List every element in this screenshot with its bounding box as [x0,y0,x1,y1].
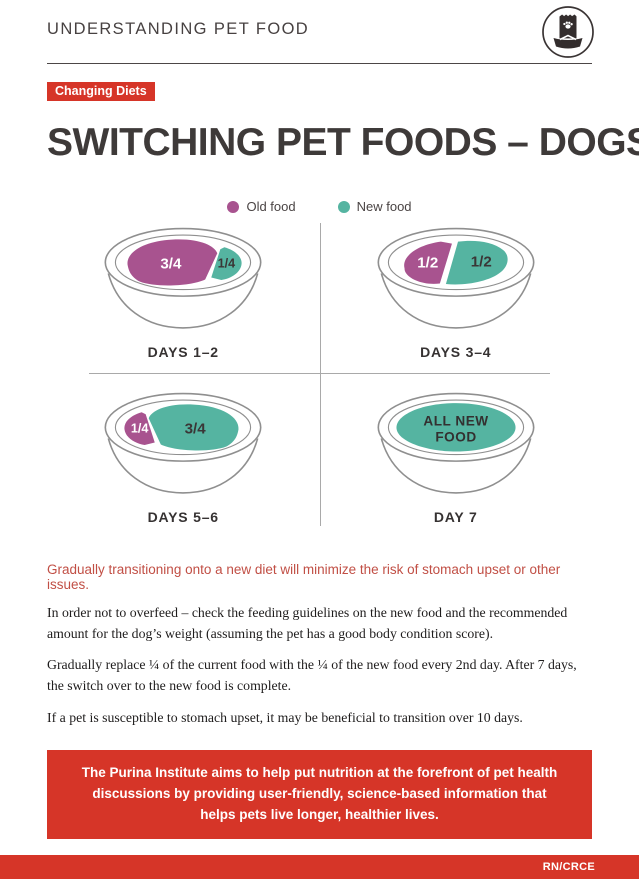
bowl-days-5-6: 1/4 3/4 DAYS 5–6 [47,377,320,534]
new-fraction-label: 3/4 [185,420,207,437]
all-new-food-label-line2: FOOD [435,429,476,444]
body-text: In order not to overfeed – check the fee… [47,603,592,728]
paragraph-stomach-upset: If a pet is susceptible to stomach upset… [47,709,523,725]
paragraph-overfeed: In order not to overfeed – check the fee… [47,605,568,641]
legend-label-old: Old food [246,199,296,214]
day-label: DAYS 3–4 [420,344,492,360]
old-food-dot-icon [227,200,240,213]
bowl-days-3-4: 1/2 1/2 DAYS 3–4 [320,220,593,377]
legend-item-old-food: Old food [227,199,296,214]
topic-badge: Changing Diets [47,82,155,101]
emphasis-sentence: Gradually transitioning onto a new diet … [47,562,561,592]
masthead: UNDERSTANDING PET FOOD [47,0,595,64]
pet-food-bag-bowl-icon [541,5,595,64]
all-new-food-label-line1: ALL NEW [423,413,488,428]
legend-item-new-food: New food [337,199,412,214]
bowl-day-7: ALL NEW FOOD DAY 7 [320,377,593,534]
new-food-dot-icon [337,200,350,213]
bowl-illustration-days-3-4: 1/2 1/2 [377,227,535,329]
purina-institute-callout: The Purina Institute aims to help put nu… [47,750,592,840]
legend: Old food New food [47,199,592,214]
footer-code: RN/CRCE [542,861,595,873]
old-fraction-label: 1/4 [131,421,149,435]
old-fraction-label: 3/4 [161,255,183,272]
diagram-vertical-divider [319,223,321,526]
bowl-illustration-days-1-2: 3/4 1/4 [104,227,262,329]
document-series-title: UNDERSTANDING PET FOOD [47,20,310,38]
day-label: DAY 7 [433,509,478,525]
new-fraction-label: 1/4 [218,256,236,270]
legend-label-new: New food [356,199,412,214]
bowl-illustration-days-5-6: 1/4 3/4 [104,392,262,494]
bowl-days-1-2: 3/4 1/4 DAYS 1–2 [47,220,320,377]
day-label: DAYS 1–2 [147,344,219,360]
paragraph-replace-quarter: Gradually replace ¼ of the current food … [47,657,577,694]
day-label: DAYS 5–6 [147,509,219,525]
transition-diagram: 3/4 1/4 DAYS 1–2 1/2 1/2 [47,220,592,534]
new-fraction-label: 1/2 [470,253,491,270]
old-fraction-label: 1/2 [417,254,438,271]
bowl-illustration-day-7: ALL NEW FOOD [377,392,535,494]
header-divider [47,63,592,64]
diagram-horizontal-divider [89,373,550,374]
footer-bar: RN/CRCE [0,855,639,879]
page-title: SWITCHING PET FOODS – DOGS [47,121,639,164]
